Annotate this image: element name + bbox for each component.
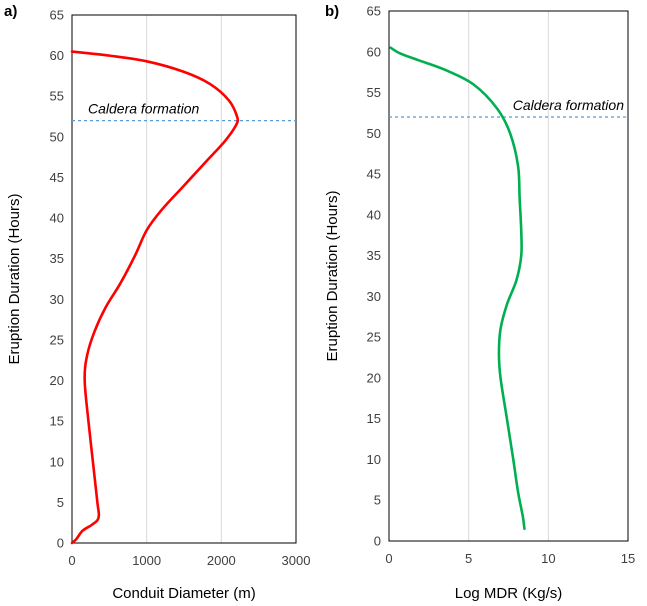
- x-tick-label: 2000: [207, 553, 236, 568]
- x-tick-label: 0: [68, 553, 75, 568]
- y-tick-label: 60: [367, 44, 381, 59]
- panel-b-chart: 0 5 10 15 20 25 30 35 40 45 50 55 60 65 0 5 10 15 Log MDR …: [324, 3, 635, 602]
- y-tick-label: 20: [50, 373, 64, 388]
- y-tick-label: 55: [367, 85, 381, 100]
- y-tick-label: 25: [367, 330, 381, 345]
- y-tick-label: 60: [50, 48, 64, 63]
- caldera-annotation: Caldera formation: [513, 97, 624, 113]
- plot-frame: [71, 14, 297, 544]
- y-tick-label: 50: [50, 129, 64, 144]
- panel-label: b): [325, 3, 339, 20]
- y-tick-label: 55: [50, 89, 64, 104]
- x-tick-label: 10: [541, 551, 555, 566]
- y-axis-title: Eruption Duration (Hours): [6, 194, 23, 365]
- y-tick-label: 40: [367, 207, 381, 222]
- y-tick-label: 0: [374, 534, 381, 549]
- x-tick-label: 0: [385, 551, 392, 566]
- y-tick-label: 35: [50, 251, 64, 266]
- x-tick-label: 1000: [132, 553, 161, 568]
- y-tick-label: 30: [367, 289, 381, 304]
- x-axis-title: Log MDR (Kg/s): [455, 585, 563, 602]
- y-tick-label: 45: [367, 167, 381, 182]
- plot-frame: [388, 10, 629, 542]
- y-tick-label: 65: [367, 4, 381, 19]
- y-tick-label: 35: [367, 248, 381, 263]
- y-tick-label: 25: [50, 332, 64, 347]
- x-tick-label: 15: [621, 551, 635, 566]
- x-tick-label: 5: [465, 551, 472, 566]
- y-tick-label: 45: [50, 170, 64, 185]
- x-axis-title: Conduit Diameter (m): [112, 585, 255, 602]
- y-tick-label: 0: [57, 536, 64, 551]
- y-axis-title: Eruption Duration (Hours): [324, 191, 341, 362]
- y-tick-label: 15: [367, 411, 381, 426]
- panel-label: a): [4, 3, 17, 20]
- y-tick-label: 50: [367, 126, 381, 141]
- y-tick-label: 65: [50, 8, 64, 23]
- x-tick-label: 3000: [282, 553, 311, 568]
- y-tick-label: 40: [50, 211, 64, 226]
- caldera-annotation: Caldera formation: [88, 101, 199, 117]
- y-tick-label: 15: [50, 414, 64, 429]
- y-tick-label: 5: [57, 495, 64, 510]
- y-tick-label: 10: [50, 454, 64, 469]
- panel-a-chart: 0 5 10 15 20 25 30 35 40 45 50 55 60 65 0 1000 2000 3000 C…: [4, 3, 310, 602]
- series-line: [70, 50, 240, 545]
- y-tick-label: 30: [50, 292, 64, 307]
- series-line: [389, 46, 526, 531]
- y-tick-label: 10: [367, 452, 381, 467]
- y-tick-label: 5: [374, 493, 381, 508]
- y-tick-label: 20: [367, 370, 381, 385]
